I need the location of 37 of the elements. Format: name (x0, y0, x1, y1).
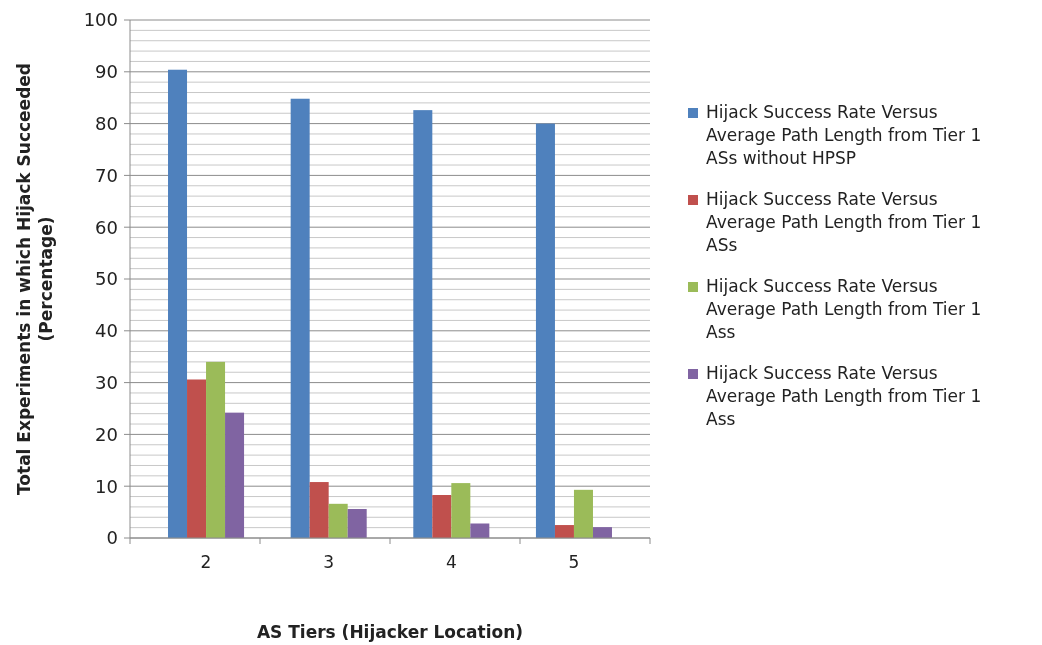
bar (347, 508, 367, 538)
x-tick-label: 5 (568, 552, 580, 572)
y-tick-label: 70 (95, 164, 118, 186)
y-tick-label: 100 (83, 9, 118, 31)
bar (225, 412, 245, 538)
y-tick-label: 30 (95, 371, 118, 393)
legend-label: Hijack Success Rate Versus Average Path Length from Tier 1 Ass (706, 363, 982, 429)
x-tick-label: 2 (200, 552, 212, 572)
bar (309, 482, 329, 538)
y-tick-label: 40 (95, 320, 118, 342)
x-tick-label: 4 (445, 552, 457, 572)
bar (451, 483, 471, 538)
bar (554, 525, 574, 538)
legend-label: Hijack Success Rate Versus Average Path Length from Tier 1 ASs without HPSP (706, 102, 982, 168)
y-tick-label: 80 (95, 112, 118, 134)
bar (573, 489, 593, 538)
bar (206, 361, 226, 538)
bar (187, 379, 207, 538)
y-axis-title: Total Experiments in which Hijack Succeeded (Percentage) (14, 62, 56, 496)
x-axis-title: AS Tiers (Hijacker Location) (256, 622, 524, 642)
bar (413, 110, 433, 538)
x-tick-label: 3 (323, 552, 335, 572)
y-tick-label: 10 (95, 475, 118, 497)
bar (168, 69, 188, 538)
y-tick-label: 20 (95, 423, 118, 445)
y-tick-label: 60 (95, 216, 118, 238)
y-tick-label: 90 (95, 61, 118, 83)
bar (592, 527, 612, 538)
bar (535, 123, 555, 538)
bar (432, 495, 452, 538)
y-tick-label: 0 (106, 527, 118, 549)
bar (328, 503, 348, 538)
bar (290, 98, 310, 538)
legend-label: Hijack Success Rate Versus Average Path Length from Tier 1 Ass (706, 276, 982, 342)
y-tick-label: 50 (95, 268, 118, 290)
bar (470, 523, 490, 538)
legend-label: Hijack Success Rate Versus Average Path Length from Tier 1 ASs (706, 189, 982, 255)
